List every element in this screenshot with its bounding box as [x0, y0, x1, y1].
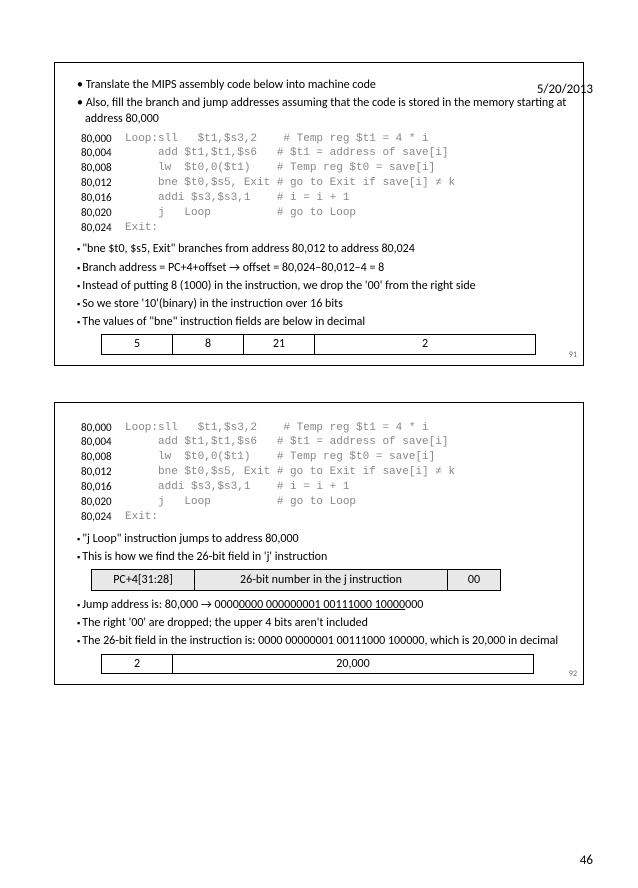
code-row: 80,004 add $t1,$t1,$s6 # $t1 = address o… — [81, 146, 567, 161]
slide2-field-table: 220,000 — [101, 654, 534, 674]
code-address: 80,016 — [81, 191, 125, 206]
field-cell: 5 — [102, 335, 173, 354]
j-format-table: PC+4[31:28]26-bit number in the j instru… — [91, 569, 501, 591]
jformat-cell: 00 — [448, 569, 501, 590]
code-asm: addi $s3,$s3,1 # i = i + 1 — [125, 480, 567, 495]
note-item: Jump address is: 80,000 → 00000000 00000… — [77, 597, 567, 613]
code-row: 80,000Loop:sll $t1,$s3,2 # Temp reg $t1 … — [81, 132, 567, 147]
code-row: 80,024Exit: — [81, 221, 567, 236]
code-address: 80,004 — [81, 435, 125, 450]
code-asm: Exit: — [125, 221, 567, 236]
code-row: 80,020 j Loop # go to Loop — [81, 495, 567, 510]
jump-addr-prefix: Jump address is: 80,000 → 0000 — [82, 598, 239, 612]
code-row: 80,016 addi $s3,$s3,1 # i = i + 1 — [81, 480, 567, 495]
slide1-field-table: 58212 — [101, 334, 536, 354]
code-asm: bne $t0,$s5, Exit # go to Exit if save[i… — [125, 465, 567, 480]
code-row: 80,020 j Loop # go to Loop — [81, 206, 567, 221]
field-cell: 2 — [102, 654, 173, 673]
code-row: 80,012 bne $t0,$s5, Exit # go to Exit if… — [81, 465, 567, 480]
code-address: 80,000 — [81, 421, 125, 436]
jump-addr-mid: 0000 000000001 00111000 10000 — [239, 598, 405, 612]
intro-item: Also, fill the branch and jump addresses… — [77, 95, 567, 127]
slide2-notes-a: "j Loop" instruction jumps to address 80… — [71, 531, 567, 565]
code-asm: lw $t0,0($t1) # Temp reg $t0 = save[i] — [125, 450, 567, 465]
code-address: 80,008 — [81, 450, 125, 465]
code-asm: add $t1,$t1,$s6 # $t1 = address of save[… — [125, 435, 567, 450]
page-number: 46 — [580, 853, 593, 868]
field-cell: 21 — [244, 335, 315, 354]
note-item: The 26-bit field in the instruction is: … — [77, 633, 567, 649]
field-cell: 2 — [315, 335, 536, 354]
code-asm: bne $t0,$s5, Exit # go to Exit if save[i… — [125, 176, 567, 191]
code-row: 80,016 addi $s3,$s3,1 # i = i + 1 — [81, 191, 567, 206]
slide2-notes-b: Jump address is: 80,000 → 00000000 00000… — [71, 597, 567, 650]
slide-number: 91 — [569, 350, 577, 361]
note-item: The right '00' are dropped; the upper 4 … — [77, 615, 567, 631]
code-asm: lw $t0,0($t1) # Temp reg $t0 = save[i] — [125, 161, 567, 176]
code-row: 80,008 lw $t0,0($t1) # Temp reg $t0 = sa… — [81, 450, 567, 465]
field-cell: 20,000 — [173, 654, 534, 673]
jformat-cell: PC+4[31:28] — [92, 569, 195, 590]
code-asm: j Loop # go to Loop — [125, 495, 567, 510]
code-address: 80,020 — [81, 495, 125, 510]
code-asm: addi $s3,$s3,1 # i = i + 1 — [125, 191, 567, 206]
code-address: 80,000 — [81, 132, 125, 147]
slide1-code: 80,000Loop:sll $t1,$s3,2 # Temp reg $t1 … — [81, 132, 567, 236]
code-row: 80,004 add $t1,$t1,$s6 # $t1 = address o… — [81, 435, 567, 450]
code-address: 80,020 — [81, 206, 125, 221]
code-address: 80,012 — [81, 465, 125, 480]
note-item: The values of "bne" instruction fields a… — [77, 314, 567, 330]
field-cell: 8 — [173, 335, 244, 354]
jformat-cell: 26-bit number in the j instruction — [195, 569, 448, 590]
code-asm: add $t1,$t1,$s6 # $t1 = address of save[… — [125, 146, 567, 161]
slide-91: Translate the MIPS assembly code below i… — [54, 62, 584, 366]
code-row: 80,000Loop:sll $t1,$s3,2 # Temp reg $t1 … — [81, 421, 567, 436]
code-address: 80,004 — [81, 146, 125, 161]
code-row: 80,008 lw $t0,0($t1) # Temp reg $t0 = sa… — [81, 161, 567, 176]
intro-item: Translate the MIPS assembly code below i… — [77, 77, 567, 93]
code-address: 80,012 — [81, 176, 125, 191]
note-item: "bne $t0, $s5, Exit" branches from addre… — [77, 241, 567, 257]
note-item: This is how we find the 26-bit field in … — [77, 549, 567, 565]
slide1-intro: Translate the MIPS assembly code below i… — [71, 77, 567, 128]
note-item: So we store '10'(binary) in the instruct… — [77, 296, 567, 312]
code-row: 80,012 bne $t0,$s5, Exit # go to Exit if… — [81, 176, 567, 191]
note-item: "j Loop" instruction jumps to address 80… — [77, 531, 567, 547]
slide-number: 92 — [569, 669, 577, 680]
code-address: 80,008 — [81, 161, 125, 176]
slide1-notes: "bne $t0, $s5, Exit" branches from addre… — [71, 241, 567, 330]
note-item: Branch address = PC+4+offset → offset = … — [77, 260, 567, 276]
slide-92: 80,000Loop:sll $t1,$s3,2 # Temp reg $t1 … — [54, 402, 584, 685]
code-asm: Loop:sll $t1,$s3,2 # Temp reg $t1 = 4 * … — [125, 421, 567, 436]
code-address: 80,024 — [81, 510, 125, 525]
code-asm: Exit: — [125, 510, 567, 525]
code-asm: j Loop # go to Loop — [125, 206, 567, 221]
code-row: 80,024Exit: — [81, 510, 567, 525]
code-address: 80,016 — [81, 480, 125, 495]
note-item: Instead of putting 8 (1000) in the instr… — [77, 278, 567, 294]
slide2-code: 80,000Loop:sll $t1,$s3,2 # Temp reg $t1 … — [81, 421, 567, 525]
code-address: 80,024 — [81, 221, 125, 236]
jump-addr-suffix: 000 — [405, 598, 423, 612]
code-asm: Loop:sll $t1,$s3,2 # Temp reg $t1 = 4 * … — [125, 132, 567, 147]
